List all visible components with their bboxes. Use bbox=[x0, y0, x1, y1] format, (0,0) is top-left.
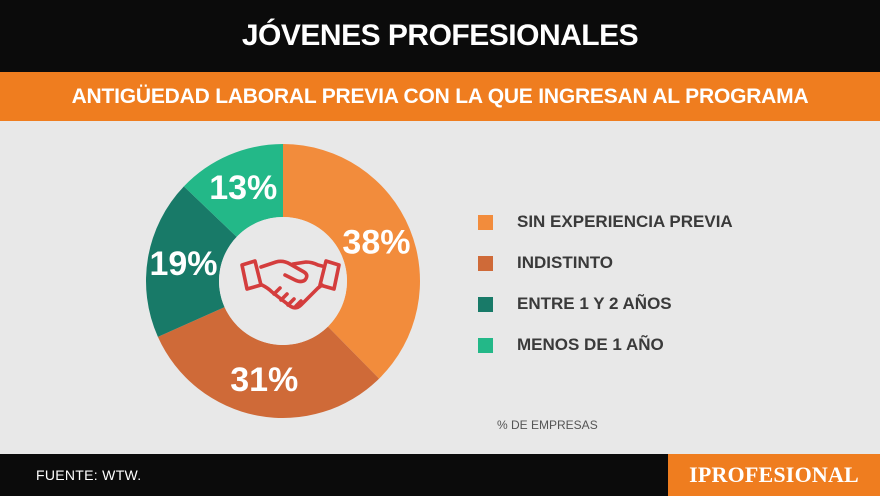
legend-item: SIN EXPERIENCIA PREVIA bbox=[478, 212, 733, 232]
source-text: FUENTE: WTW. bbox=[36, 467, 142, 483]
unit-note: % DE EMPRESAS bbox=[497, 418, 598, 432]
chart-data-labels: 38% 31% 19% 13% bbox=[149, 169, 410, 399]
chart-subtitle: ANTIGÜEDAD LABORAL PREVIA CON LA QUE ING… bbox=[71, 84, 809, 108]
legend-swatch bbox=[478, 296, 493, 312]
slice-data-label: 13% bbox=[209, 169, 277, 207]
pie-slice bbox=[146, 186, 237, 337]
chart-legend: SIN EXPERIENCIA PREVIA INDISTINTO ENTRE … bbox=[478, 212, 733, 376]
pie-slice bbox=[183, 144, 283, 237]
legend-item: MENOS DE 1 AÑO bbox=[478, 335, 733, 355]
brand-logo-text: IPROFESIONAL bbox=[689, 462, 859, 487]
legend-item: ENTRE 1 Y 2 AÑOS bbox=[478, 294, 733, 314]
slice-data-label: 31% bbox=[230, 361, 298, 399]
legend-swatch bbox=[478, 214, 493, 230]
donut-chart: 38% 31% 19% 13% bbox=[146, 144, 420, 418]
chart-slices bbox=[146, 144, 420, 418]
legend-label: ENTRE 1 Y 2 AÑOS bbox=[517, 294, 672, 313]
legend-swatch bbox=[478, 337, 493, 353]
legend-swatch bbox=[478, 255, 493, 271]
handshake-icon bbox=[240, 259, 341, 310]
legend-label: MENOS DE 1 AÑO bbox=[517, 335, 664, 354]
slice-data-label: 38% bbox=[342, 224, 410, 262]
legend-item: INDISTINTO bbox=[478, 253, 733, 273]
page-title: JÓVENES PROFESIONALES bbox=[241, 19, 639, 52]
slice-data-label: 19% bbox=[149, 245, 217, 283]
brand-logo: IPROFESIONAL bbox=[668, 454, 880, 496]
header-bar: JÓVENES PROFESIONALES bbox=[0, 0, 880, 72]
subtitle-bar: ANTIGÜEDAD LABORAL PREVIA CON LA QUE ING… bbox=[0, 72, 880, 121]
pie-slice bbox=[157, 307, 380, 418]
pie-slice bbox=[283, 144, 420, 379]
legend-label: INDISTINTO bbox=[517, 253, 614, 272]
legend-label: SIN EXPERIENCIA PREVIA bbox=[517, 212, 733, 231]
donut-hole bbox=[219, 217, 347, 345]
footer-bar: FUENTE: WTW. IPROFESIONAL bbox=[0, 454, 880, 496]
